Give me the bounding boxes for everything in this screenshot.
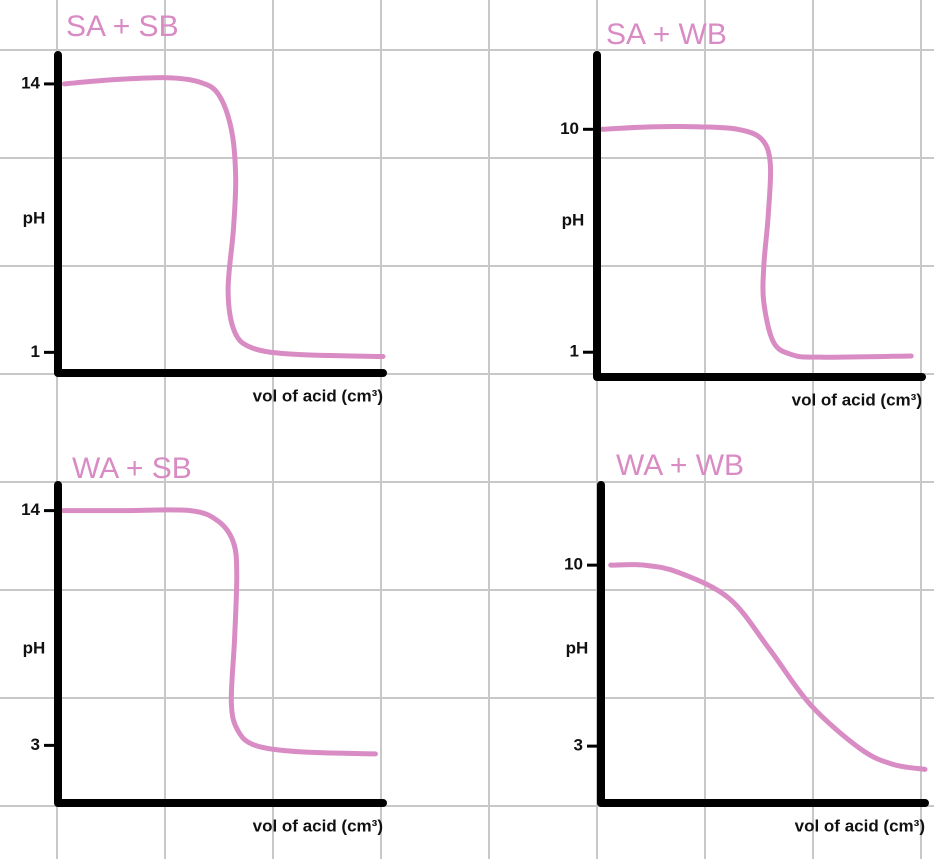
y-axis-label: pH: [23, 638, 46, 657]
chart-title: WA + SB: [72, 452, 192, 485]
x-axis-label: vol of acid (cm³): [795, 816, 925, 835]
chart-title: SA + WB: [606, 18, 727, 51]
curve: [599, 124, 914, 360]
curve: [60, 507, 378, 757]
x-axis-label: vol of acid (cm³): [253, 386, 383, 405]
chart-title: WA + WB: [616, 449, 744, 482]
axes: [54, 481, 387, 807]
y-tick-label: 10: [564, 555, 583, 574]
axes: [54, 51, 387, 377]
curve: [608, 562, 928, 772]
y-tick-label: 14: [21, 500, 40, 519]
y-axis-label: pH: [23, 208, 46, 227]
y-tick-label: 1: [570, 342, 579, 361]
y-tick-label: 10: [560, 119, 579, 138]
axes: [597, 481, 929, 807]
y-tick-label: 14: [21, 73, 40, 92]
y-tick-label: 3: [574, 736, 583, 755]
y-axis-label: pH: [562, 210, 585, 229]
axes: [593, 51, 926, 381]
y-tick-label: 1: [31, 342, 40, 361]
y-axis-label: pH: [566, 638, 589, 657]
x-axis-label: vol of acid (cm³): [253, 816, 383, 835]
y-tick-label: 3: [31, 735, 40, 754]
curve: [62, 75, 386, 359]
chart-title: SA + SB: [66, 10, 179, 43]
x-axis-label: vol of acid (cm³): [792, 390, 922, 409]
